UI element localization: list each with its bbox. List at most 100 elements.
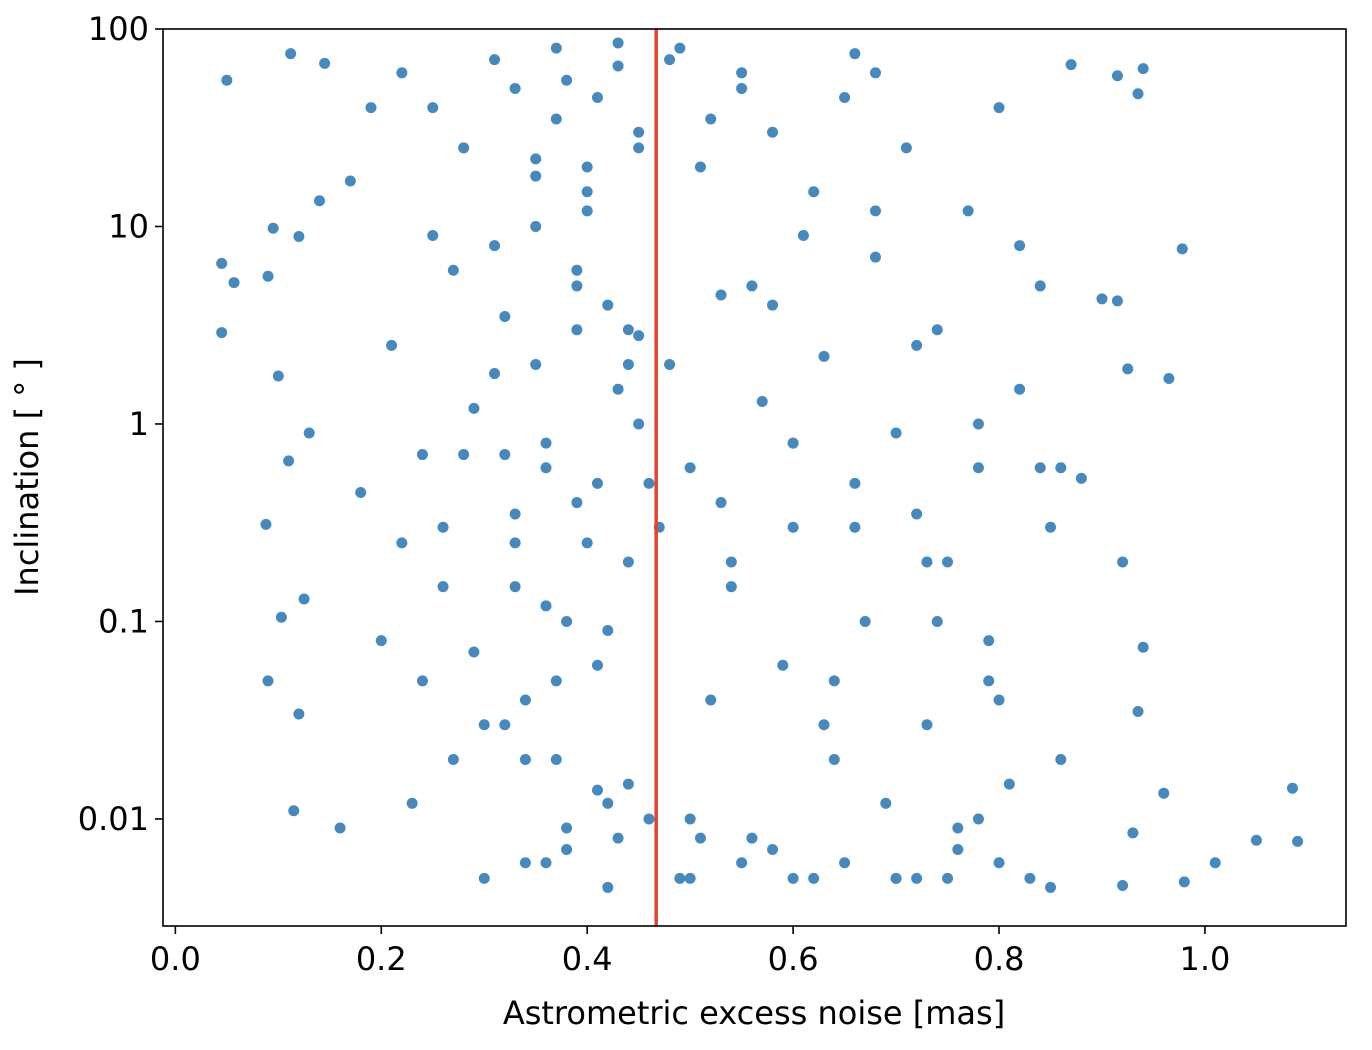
data-point bbox=[849, 521, 861, 533]
y-tick-label: 10 bbox=[108, 207, 149, 245]
data-point bbox=[499, 311, 511, 323]
data-point bbox=[952, 822, 964, 834]
data-point bbox=[787, 521, 799, 533]
data-point bbox=[216, 257, 228, 269]
data-point bbox=[942, 556, 954, 568]
data-point bbox=[983, 635, 995, 647]
plot-frame bbox=[162, 28, 1347, 927]
data-point bbox=[550, 675, 562, 687]
data-point bbox=[581, 161, 593, 173]
data-point bbox=[365, 102, 377, 114]
data-point bbox=[808, 186, 820, 198]
data-point bbox=[267, 222, 279, 234]
data-point bbox=[1132, 88, 1144, 100]
data-point bbox=[581, 205, 593, 217]
data-point bbox=[509, 581, 521, 593]
data-point bbox=[674, 872, 686, 884]
data-point bbox=[447, 753, 459, 765]
data-point bbox=[767, 844, 779, 856]
data-point bbox=[849, 477, 861, 489]
y-tick-label: 100 bbox=[88, 10, 149, 48]
data-point bbox=[1132, 705, 1144, 717]
data-point bbox=[468, 646, 480, 658]
data-point bbox=[880, 797, 892, 809]
data-point bbox=[509, 537, 521, 549]
data-point bbox=[1137, 63, 1149, 75]
data-point bbox=[849, 48, 861, 60]
data-point bbox=[458, 142, 470, 154]
data-point bbox=[406, 797, 418, 809]
data-point bbox=[983, 675, 995, 687]
data-point bbox=[1176, 243, 1188, 255]
data-point bbox=[911, 872, 923, 884]
data-point bbox=[1096, 293, 1108, 305]
data-point bbox=[767, 299, 779, 311]
data-point bbox=[540, 600, 552, 612]
data-point bbox=[859, 615, 871, 627]
x-tick-label: 0.6 bbox=[768, 940, 819, 978]
x-tick-label: 0.4 bbox=[562, 940, 613, 978]
data-point bbox=[437, 581, 449, 593]
data-point bbox=[1075, 472, 1087, 484]
data-point bbox=[828, 675, 840, 687]
data-point bbox=[1045, 881, 1057, 893]
data-point bbox=[931, 324, 943, 336]
y-tick-label: 1 bbox=[129, 405, 149, 443]
data-point bbox=[725, 556, 737, 568]
data-point bbox=[1137, 641, 1149, 653]
data-point bbox=[468, 402, 480, 414]
data-point bbox=[519, 753, 531, 765]
data-point bbox=[416, 675, 428, 687]
data-point bbox=[1250, 834, 1262, 846]
data-point bbox=[664, 359, 676, 371]
data-point bbox=[1055, 462, 1067, 474]
data-point bbox=[705, 113, 717, 125]
data-point bbox=[262, 675, 274, 687]
data-point bbox=[715, 497, 727, 509]
data-point bbox=[694, 161, 706, 173]
data-point bbox=[1111, 70, 1123, 82]
data-point bbox=[962, 205, 974, 217]
data-point bbox=[664, 54, 676, 66]
data-point bbox=[839, 91, 851, 103]
data-point bbox=[890, 872, 902, 884]
data-point bbox=[478, 872, 490, 884]
data-point bbox=[386, 339, 398, 351]
data-point bbox=[427, 102, 439, 114]
data-point bbox=[561, 844, 573, 856]
data-point bbox=[334, 822, 346, 834]
data-point bbox=[952, 844, 964, 856]
x-tick-label: 0.0 bbox=[150, 940, 201, 978]
data-point bbox=[571, 497, 583, 509]
data-point bbox=[561, 822, 573, 834]
data-point bbox=[612, 832, 624, 844]
data-point bbox=[519, 857, 531, 869]
data-point bbox=[561, 74, 573, 86]
data-point bbox=[1111, 295, 1123, 307]
x-tick-label: 1.0 bbox=[1180, 940, 1231, 978]
data-point bbox=[298, 593, 310, 605]
data-point bbox=[993, 102, 1005, 114]
data-point bbox=[684, 462, 696, 474]
y-tick-label: 0.1 bbox=[98, 602, 149, 640]
data-point bbox=[972, 462, 984, 474]
data-point bbox=[612, 37, 624, 49]
data-point bbox=[972, 813, 984, 825]
data-point bbox=[221, 74, 233, 86]
data-point bbox=[869, 251, 881, 263]
data-point bbox=[1003, 778, 1015, 790]
data-point bbox=[622, 359, 634, 371]
data-point bbox=[1122, 363, 1134, 375]
data-point bbox=[777, 659, 789, 671]
data-point bbox=[1127, 827, 1139, 839]
data-point bbox=[1024, 872, 1036, 884]
data-point bbox=[1117, 880, 1129, 892]
data-point bbox=[1292, 835, 1304, 847]
data-point bbox=[1014, 383, 1026, 395]
data-point bbox=[1163, 372, 1175, 384]
data-point bbox=[437, 521, 449, 533]
data-point bbox=[633, 142, 645, 154]
data-point bbox=[571, 264, 583, 276]
data-point bbox=[839, 857, 851, 869]
data-point bbox=[375, 635, 387, 647]
